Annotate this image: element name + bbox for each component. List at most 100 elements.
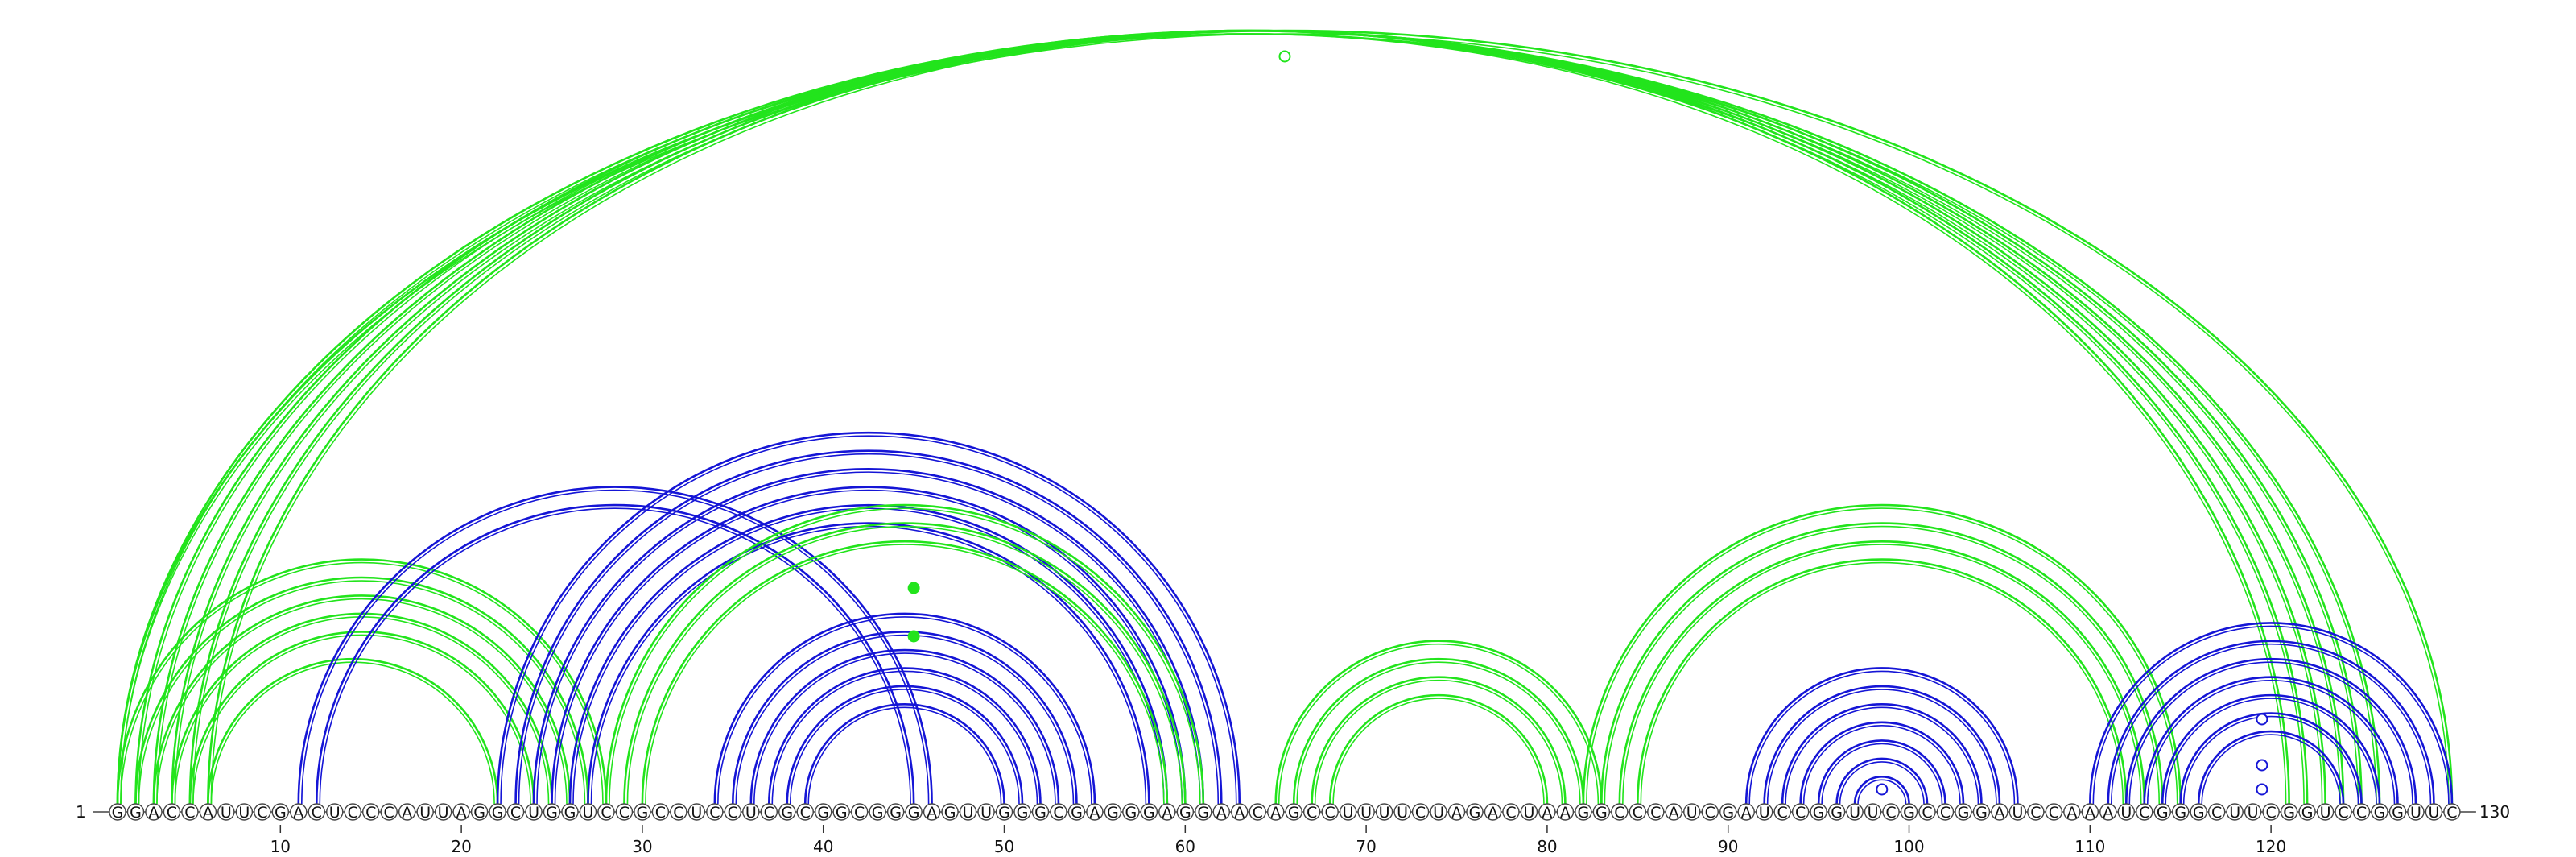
nucleotide-letter: C <box>348 804 358 822</box>
nucleotide-circle <box>1773 803 1791 821</box>
nucleotide-letter: G <box>1578 804 1590 822</box>
nucleotide-letter: C <box>1053 804 1063 822</box>
nucleotide: A <box>398 803 416 822</box>
nucleotide-circle <box>1050 803 1067 821</box>
nucleotide-letter: G <box>2174 804 2186 822</box>
nucleotide: U <box>525 803 543 822</box>
nucleotide: U <box>1375 803 1393 822</box>
nucleotide-circle <box>416 803 434 821</box>
arc-green-67-81 <box>1311 676 1567 805</box>
nucleotide: U <box>2226 803 2244 822</box>
nucleotide: C <box>1502 803 1520 822</box>
arc-green-5-122 <box>188 29 2309 805</box>
nucleotide: C <box>1647 803 1665 822</box>
nucleotide-circle <box>181 803 199 821</box>
nucleotide: G <box>1592 803 1611 822</box>
arc-blue-25-60-inner <box>554 489 1183 805</box>
nucleotide: U <box>235 803 254 822</box>
nucleotide-circle <box>2153 803 2171 821</box>
nucleotide: A <box>1556 803 1575 822</box>
nucleotide-letter: U <box>2229 804 2240 822</box>
nucleotide-letter: U <box>1849 804 1860 822</box>
nucleotide: A <box>145 803 163 822</box>
nucleotide-circle <box>1249 803 1266 821</box>
nucleotide-circle <box>1575 803 1592 821</box>
arc-blue-91-106-inner <box>1748 670 2016 805</box>
nucleotide-circle <box>1791 803 1810 821</box>
arc-blue-115-125-inner <box>2182 715 2359 805</box>
nucleotide-circle <box>452 803 470 821</box>
arc-blue-95-102 <box>1817 739 1946 805</box>
nucleotide-letter: G <box>998 804 1010 822</box>
nucleotide: G <box>470 803 489 822</box>
arc-green-85-112 <box>1637 558 2128 805</box>
nucleotide-letter: G <box>1125 804 1137 822</box>
nucleotide: U <box>959 803 977 822</box>
nucleotide-letter: U <box>963 804 974 822</box>
nucleotide-letter: U <box>2248 804 2259 822</box>
nucleotide: A <box>1212 803 1230 822</box>
marker-7 <box>2256 783 2268 796</box>
arc-blue-94-103-inner <box>1802 725 1961 805</box>
arc-blue-113-127-inner <box>2146 679 2396 805</box>
nucleotide: C <box>724 803 742 822</box>
nucleotide-circle <box>1212 803 1230 821</box>
nucleotide: G <box>1575 803 1592 822</box>
nucleotide-letter: C <box>2265 804 2276 822</box>
nucleotide: G <box>1104 803 1122 822</box>
nucleotide: C <box>2207 803 2226 822</box>
nucleotide-letter: U <box>1343 804 1354 822</box>
nucleotide: G <box>1285 803 1302 822</box>
arc-green-6-22 <box>207 657 499 805</box>
tick-label: 30 <box>632 837 652 856</box>
nucleotide: C <box>2027 803 2045 822</box>
nucleotide: U <box>434 803 452 822</box>
nucleotide: A <box>2081 803 2099 822</box>
nucleotide-circle <box>1484 803 1502 821</box>
nucleotide: G <box>489 803 506 822</box>
nucleotide-letter: G <box>1831 804 1843 822</box>
nucleotide-circle <box>2099 803 2117 821</box>
nucleotide-letter: A <box>1542 804 1552 822</box>
arc-green-67-81-inner <box>1314 679 1563 805</box>
nucleotide-letter: A <box>1089 804 1100 822</box>
nucleotide-circle <box>1321 803 1339 821</box>
arc-blue-116-124 <box>2197 730 2345 805</box>
arc-blue-23-62-inner <box>518 453 1220 805</box>
nucleotide-circle <box>1918 803 1936 821</box>
nucleotide: C <box>760 803 778 822</box>
nucleotide: C <box>2262 803 2280 822</box>
arc-blue-26-59-inner <box>572 507 1165 805</box>
arc-blue-96-101 <box>1835 757 1929 805</box>
nucleotide-circle <box>977 803 995 821</box>
nucleotide-circle <box>923 803 941 821</box>
nucleotide: A <box>1991 803 2008 822</box>
nucleotide: A <box>290 803 308 822</box>
nucleotide-circle <box>742 803 760 821</box>
nucleotide-circle <box>687 803 706 821</box>
nucleotide-circle <box>1737 803 1755 821</box>
arc-blue-22-63 <box>496 431 1241 805</box>
nucleotide-letter: C <box>2446 804 2457 822</box>
nucleotide-letter: A <box>293 804 303 822</box>
nucleotide: C <box>2352 803 2371 822</box>
nucleotide-letter: G <box>112 804 124 822</box>
nucleotide-letter: U <box>1686 804 1698 822</box>
nucleotide-circle <box>706 803 724 821</box>
nucleotide-letter: A <box>1451 804 1462 822</box>
nucleotide-letter: G <box>1071 804 1083 822</box>
nucleotide-letter: C <box>1307 804 1317 822</box>
nucleotide-circle <box>995 803 1013 821</box>
nucleotide-letter: G <box>1903 804 1915 822</box>
marker-4 <box>1876 783 1889 796</box>
nucleotide: C <box>163 803 181 822</box>
nucleotide: C <box>1918 803 1936 822</box>
nucleotide-circle <box>1936 803 1955 821</box>
arc-blue-35-54-inner <box>735 634 1075 805</box>
nucleotide-letter: C <box>2356 804 2367 822</box>
nucleotide-circle <box>2045 803 2063 821</box>
nucleotide: G <box>2153 803 2171 822</box>
nucleotide: U <box>2244 803 2262 822</box>
arc-green-65-83-inner <box>1278 643 1600 805</box>
nucleotide-letter: C <box>800 804 811 822</box>
